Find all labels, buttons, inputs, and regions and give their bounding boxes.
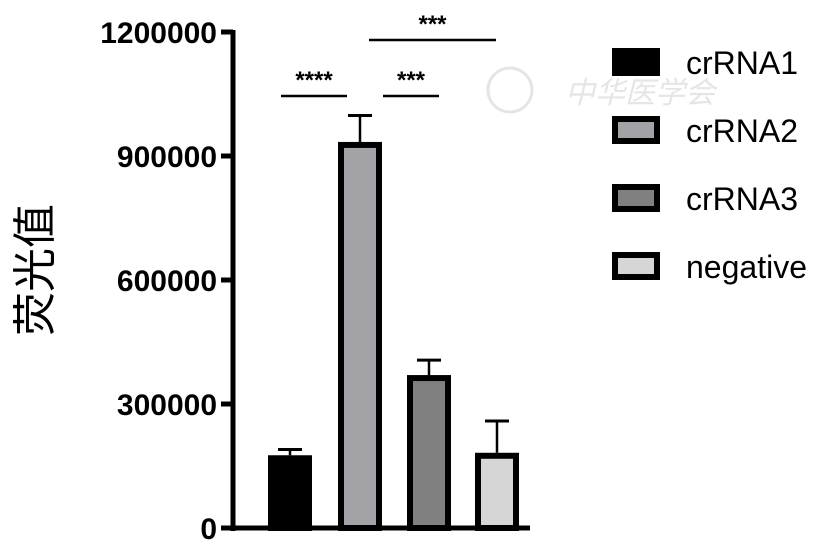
y-tick-label: 0 (200, 513, 217, 546)
legend-swatch (612, 184, 660, 212)
significance-label: **** (295, 67, 333, 94)
bar-crRNA2 (338, 141, 382, 532)
y-tick-label: 300000 (117, 389, 217, 422)
y-axis-label: 荧光值 (11, 204, 60, 336)
legend-label: crRNA3 (686, 181, 798, 217)
bar-crRNA3 (407, 375, 451, 532)
significance-label: *** (418, 11, 447, 38)
y-tick-label: 1200000 (100, 17, 217, 50)
y-tick-label: 900000 (117, 141, 217, 174)
significance-label: *** (397, 67, 426, 94)
legend-label: negative (686, 249, 807, 285)
watermark-text: 中华医学会 (565, 77, 718, 110)
legend-swatch (612, 116, 660, 144)
legend-swatch (612, 48, 660, 76)
watermark: 中华医学会 (486, 66, 718, 114)
legend-label: crRNA2 (686, 113, 798, 149)
society-seal-icon (486, 66, 534, 114)
y-tick-label: 600000 (117, 265, 217, 298)
legend-label: crRNA1 (686, 45, 798, 81)
bar-crRNA1 (268, 455, 312, 531)
legend-swatch (612, 252, 660, 280)
bar-negative (475, 452, 519, 532)
